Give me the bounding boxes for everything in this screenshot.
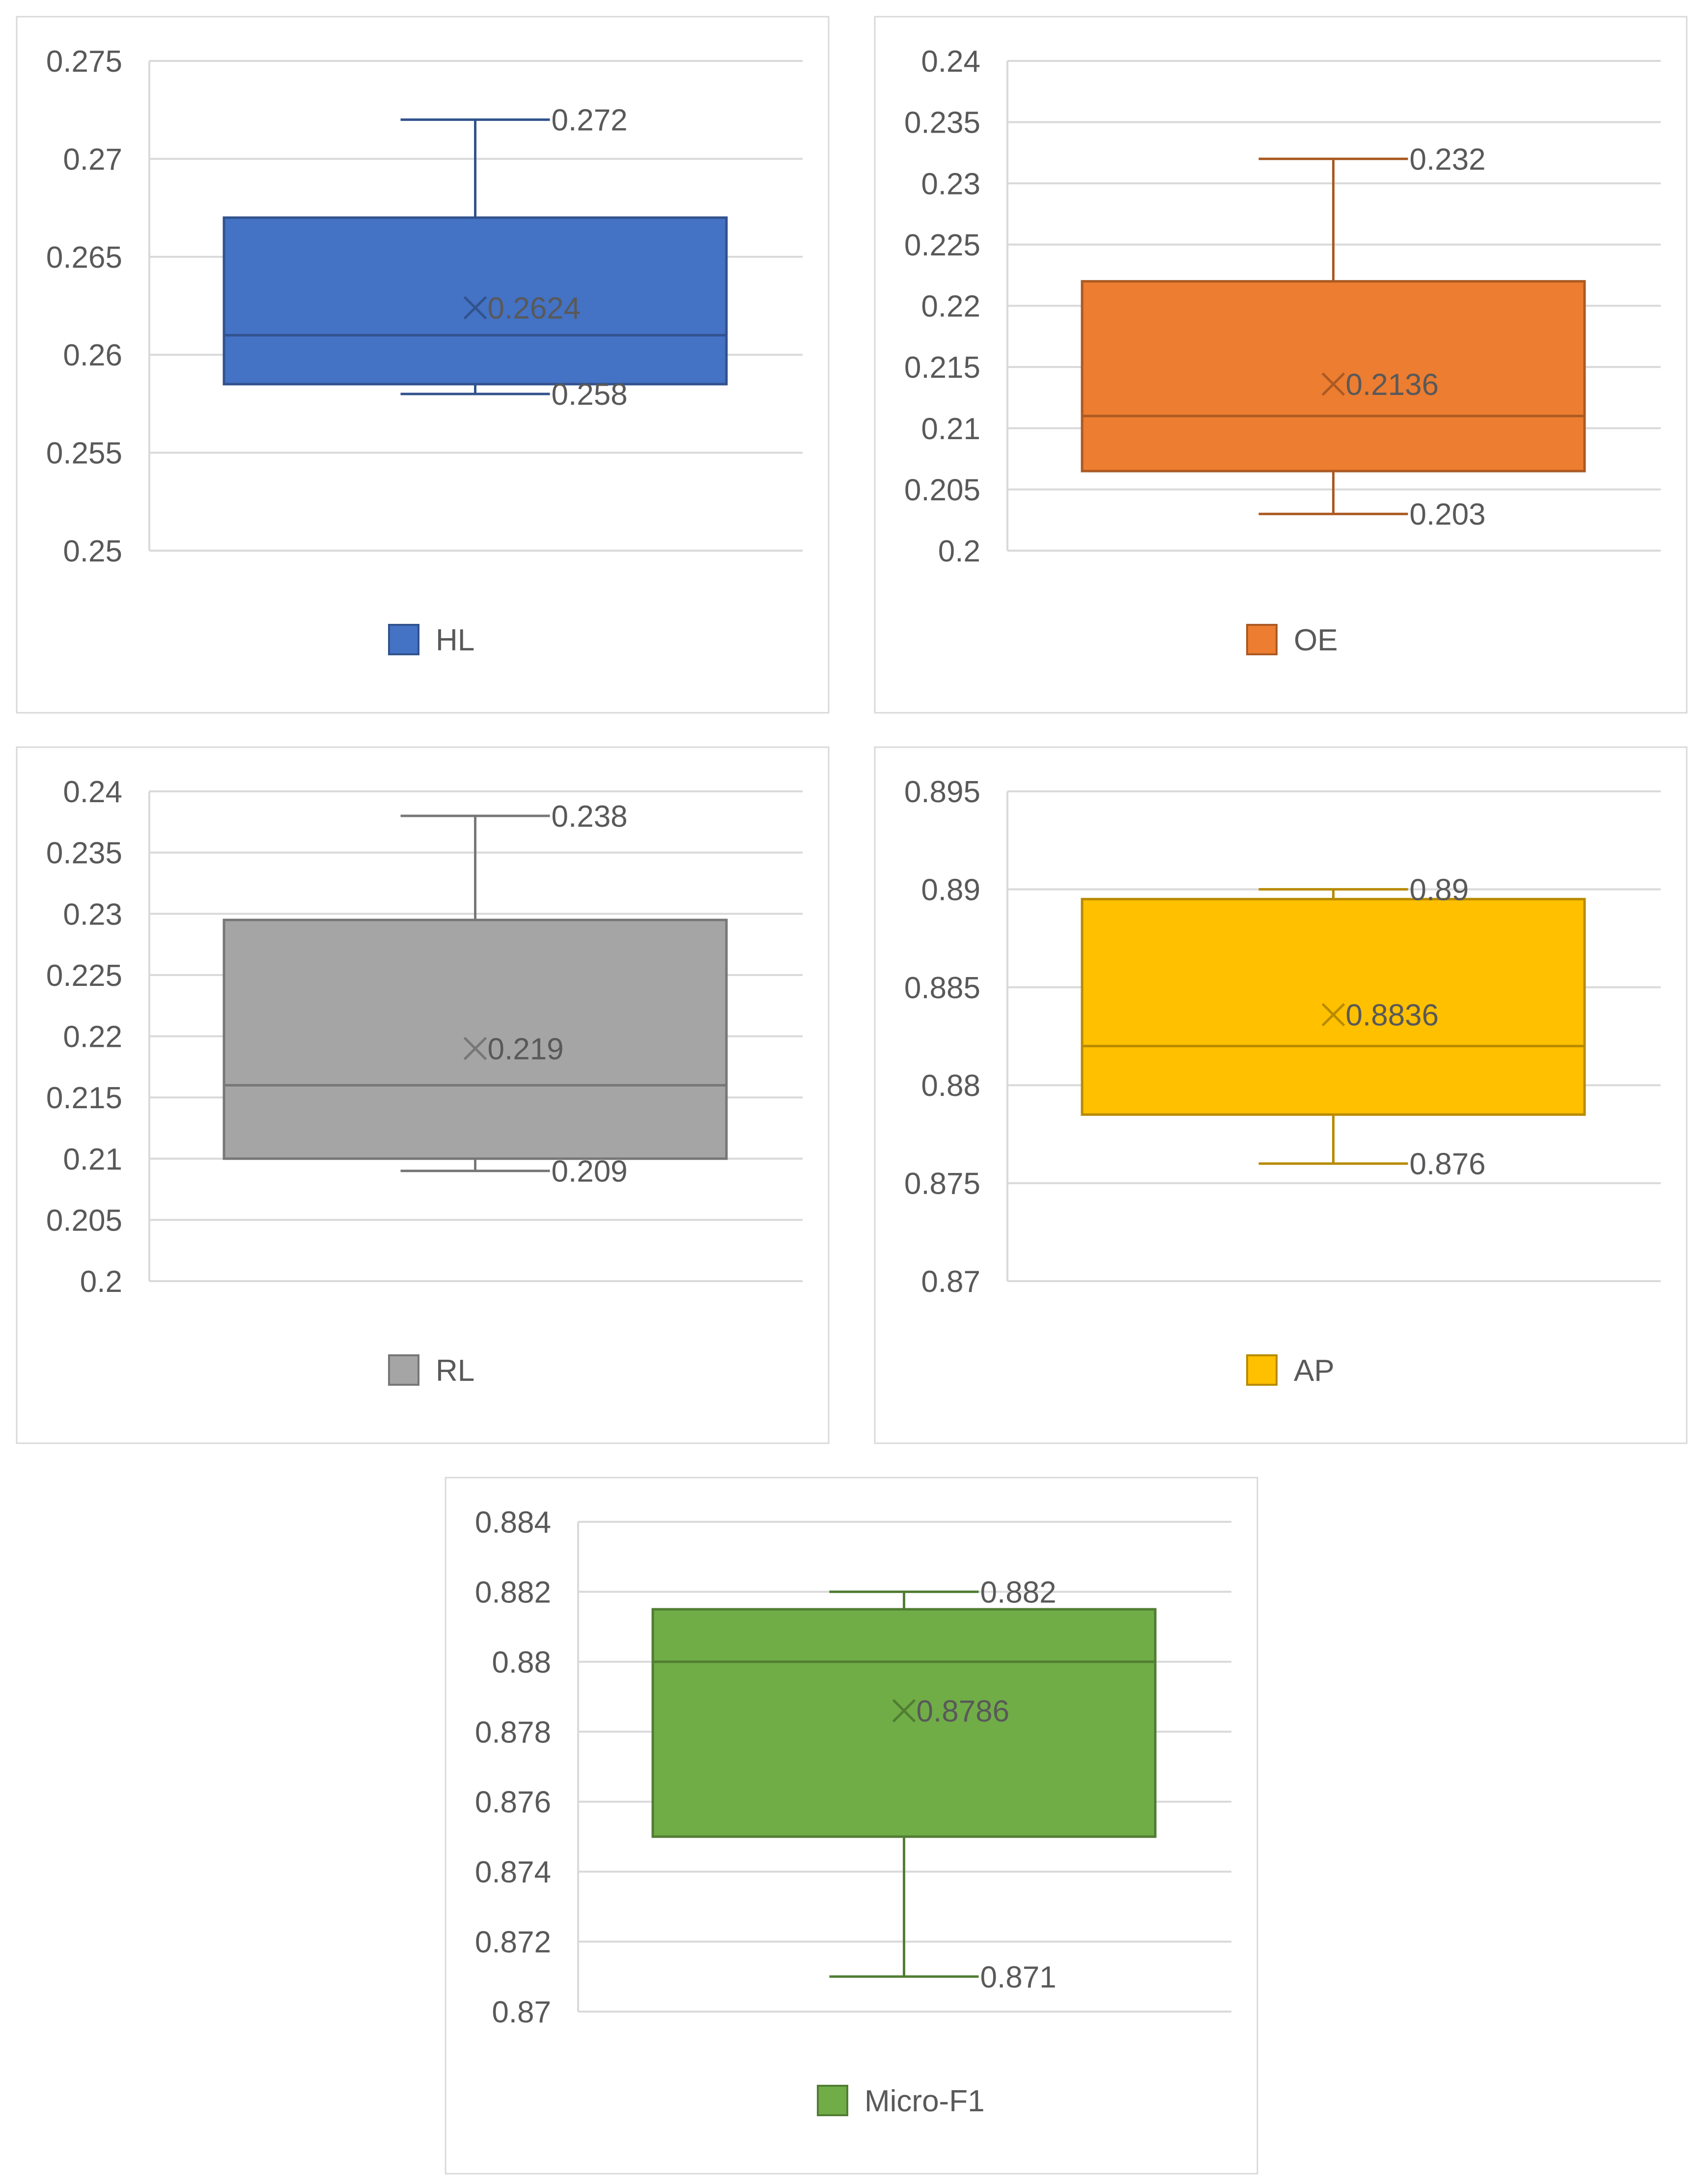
y-tick-label: 0.884 [475, 1506, 551, 1540]
y-tick-label: 0.235 [904, 106, 980, 140]
legend-label: HL [436, 623, 474, 657]
y-tick-label: 0.26 [63, 338, 122, 372]
mean-marker [463, 296, 487, 320]
y-tick-label: 0.23 [63, 897, 122, 931]
y-tick-label: 0.88 [921, 1069, 980, 1103]
mean-data-label: 0.8786 [917, 1695, 1010, 1729]
legend-swatch [388, 1354, 419, 1386]
mean-marker [892, 1699, 916, 1723]
min-data-label: 0.258 [552, 378, 628, 412]
iqr-box [651, 1608, 1157, 1838]
y-tick-label: 0.24 [921, 45, 980, 79]
chart-panel-hl: 0.275 0.27 0.265 0.26 0.255 0.25 0.272 0.258 0.2… [16, 16, 830, 714]
legend-label: Micro-F1 [864, 2084, 985, 2118]
iqr-box [223, 216, 728, 386]
y-tick-label: 0.876 [475, 1786, 551, 1820]
min-data-label: 0.871 [980, 1960, 1057, 1994]
chart-panel-micro-f1: 0.884 0.882 0.88 0.878 0.876 0.874 0.872 0.87 0.… [445, 1477, 1258, 2175]
y-tick-label: 0.225 [904, 228, 980, 262]
y-tick-label: 0.265 [46, 241, 122, 275]
y-tick-label: 0.875 [904, 1167, 980, 1201]
y-tick-label: 0.25 [63, 534, 122, 568]
mean-marker [1321, 1003, 1345, 1027]
y-tick-label: 0.87 [921, 1265, 980, 1299]
y-tick-label: 0.205 [46, 1204, 122, 1237]
y-tick-label: 0.874 [475, 1855, 551, 1889]
max-data-label: 0.89 [1410, 873, 1469, 907]
chart-panel-ap: 0.895 0.89 0.885 0.88 0.875 0.87 0.89 0.876 0.88… [874, 746, 1688, 1444]
mean-marker [1321, 372, 1345, 396]
legend-swatch [817, 2085, 848, 2116]
min-data-label: 0.876 [1410, 1148, 1486, 1181]
min-data-label: 0.203 [1410, 498, 1486, 532]
y-tick-label: 0.2 [938, 534, 980, 568]
legend-label: RL [436, 1354, 474, 1388]
y-tick-label: 0.885 [904, 971, 980, 1005]
y-tick-label: 0.21 [921, 412, 980, 446]
y-tick-label: 0.23 [921, 167, 980, 201]
mean-data-label: 0.2624 [488, 291, 581, 325]
legend-swatch [388, 624, 419, 655]
y-tick-label: 0.205 [904, 473, 980, 507]
y-tick-label: 0.255 [46, 437, 122, 471]
iqr-box [1081, 897, 1586, 1116]
max-data-label: 0.238 [552, 800, 628, 834]
y-tick-label: 0.88 [492, 1646, 551, 1680]
y-tick-label: 0.215 [46, 1081, 122, 1115]
y-tick-label: 0.22 [63, 1020, 122, 1054]
y-tick-label: 0.24 [63, 775, 122, 809]
chart-panel-rl: 0.240.2350.230.2250.220.2150.210.2050.20… [16, 746, 830, 1444]
mean-marker [463, 1036, 487, 1061]
mean-data-label: 0.2136 [1346, 368, 1439, 402]
max-data-label: 0.272 [552, 104, 628, 138]
legend-label: OE [1294, 623, 1338, 657]
y-tick-label: 0.89 [921, 873, 980, 907]
legend-swatch [1246, 624, 1278, 655]
y-tick-label: 0.872 [475, 1926, 551, 1960]
max-data-label: 0.882 [980, 1575, 1057, 1609]
y-tick-label: 0.235 [46, 837, 122, 870]
legend-swatch [1246, 1354, 1278, 1386]
y-tick-label: 0.878 [475, 1715, 551, 1749]
legend-label: AP [1294, 1354, 1335, 1388]
iqr-box [1081, 280, 1586, 473]
y-tick-label: 0.21 [63, 1143, 122, 1176]
chart-panel-oe: 0.240.2350.230.2250.220.2150.210.2050.20… [874, 16, 1688, 714]
y-tick-label: 0.895 [904, 775, 980, 809]
y-tick-label: 0.27 [63, 142, 122, 176]
y-tick-label: 0.87 [492, 1995, 551, 2029]
y-tick-label: 0.215 [904, 351, 980, 385]
y-tick-label: 0.225 [46, 959, 122, 993]
y-tick-label: 0.22 [921, 290, 980, 324]
y-tick-label: 0.275 [46, 45, 122, 79]
mean-data-label: 0.219 [488, 1032, 564, 1066]
y-tick-label: 0.2 [80, 1265, 122, 1299]
min-data-label: 0.209 [552, 1155, 628, 1189]
mean-data-label: 0.8836 [1346, 999, 1439, 1033]
iqr-box [223, 919, 728, 1160]
max-data-label: 0.232 [1410, 142, 1486, 176]
y-tick-label: 0.882 [475, 1575, 551, 1609]
